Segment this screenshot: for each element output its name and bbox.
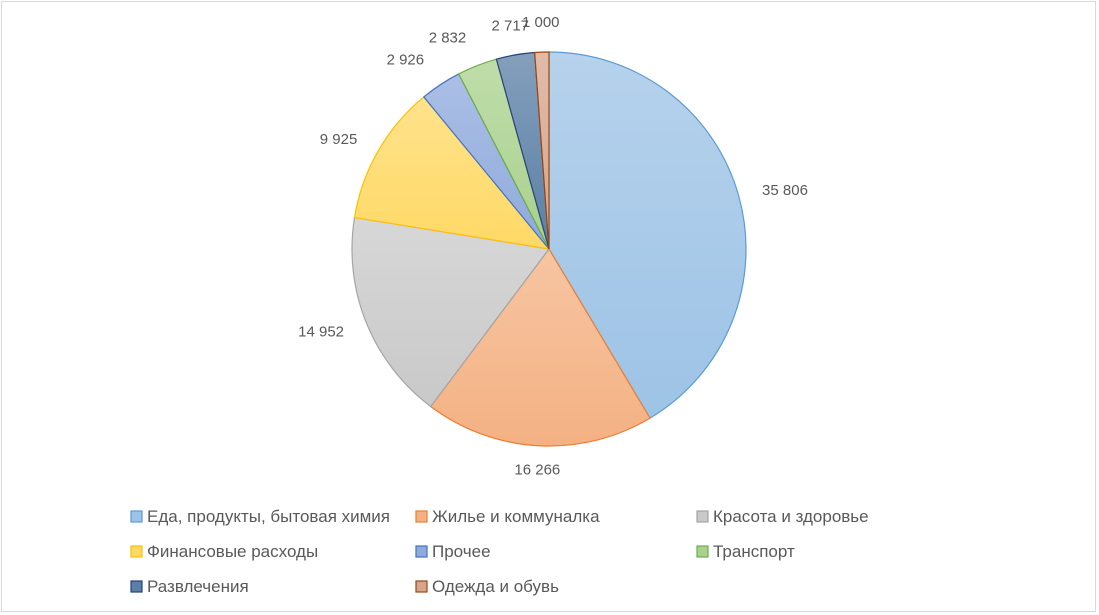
data-label-развлечения: 2 717 — [491, 17, 529, 34]
legend-label-еда-продукты-бытовая-химия: Еда, продукты, бытовая химия — [147, 507, 390, 526]
data-label-красота-и-здоровье: 14 952 — [298, 324, 344, 341]
legend-label-прочее: Прочее — [432, 542, 491, 561]
pie-slice-финансовые-расходы — [353, 96, 551, 250]
legend-label-одежда-и-обувь: Одежда и обувь — [432, 577, 559, 596]
pie-slice-жилье-и-коммуналка — [429, 247, 651, 447]
data-label-прочее: 2 926 — [387, 51, 425, 68]
pie-slice-еда-продукты-бытовая-химия — [548, 51, 747, 419]
legend-swatch-транспорт — [696, 545, 709, 558]
pie-slice-одежда-и-обувь — [534, 51, 550, 250]
legend-swatch-жилье-и-коммуналка — [415, 510, 428, 523]
pie-slice-красота-и-здоровье — [351, 216, 551, 408]
legend-swatch-финансовые-расходы — [130, 545, 143, 558]
pie-slices — [351, 51, 747, 447]
data-label-финансовые-расходы: 9 925 — [320, 131, 358, 148]
chart-legend: Еда, продукты, бытовая химия Жилье и комм… — [130, 507, 869, 596]
legend-swatch-красота-и-здоровье — [696, 510, 709, 523]
legend-swatch-прочее — [415, 545, 428, 558]
legend-label-развлечения: Развлечения — [147, 577, 249, 596]
legend-swatch-одежда-и-обувь — [415, 580, 428, 593]
legend-label-финансовые-расходы: Финансовые расходы — [147, 542, 318, 561]
legend-swatch-развлечения — [130, 580, 143, 593]
data-label-транспорт: 2 832 — [429, 30, 467, 47]
data-label-одежда-и-обувь: 1 000 — [522, 14, 560, 31]
legend-label-транспорт: Транспорт — [713, 542, 795, 561]
legend-swatch-еда-продукты-бытовая-химия — [130, 510, 143, 523]
legend-label-жилье-и-коммуналка: Жилье и коммуналка — [432, 507, 600, 526]
legend-label-красота-и-здоровье: Красота и здоровье — [713, 507, 869, 526]
data-label-еда-продукты-бытовая-химия: 35 806 — [762, 182, 808, 199]
data-label-жилье-и-коммуналка: 16 266 — [514, 462, 560, 479]
